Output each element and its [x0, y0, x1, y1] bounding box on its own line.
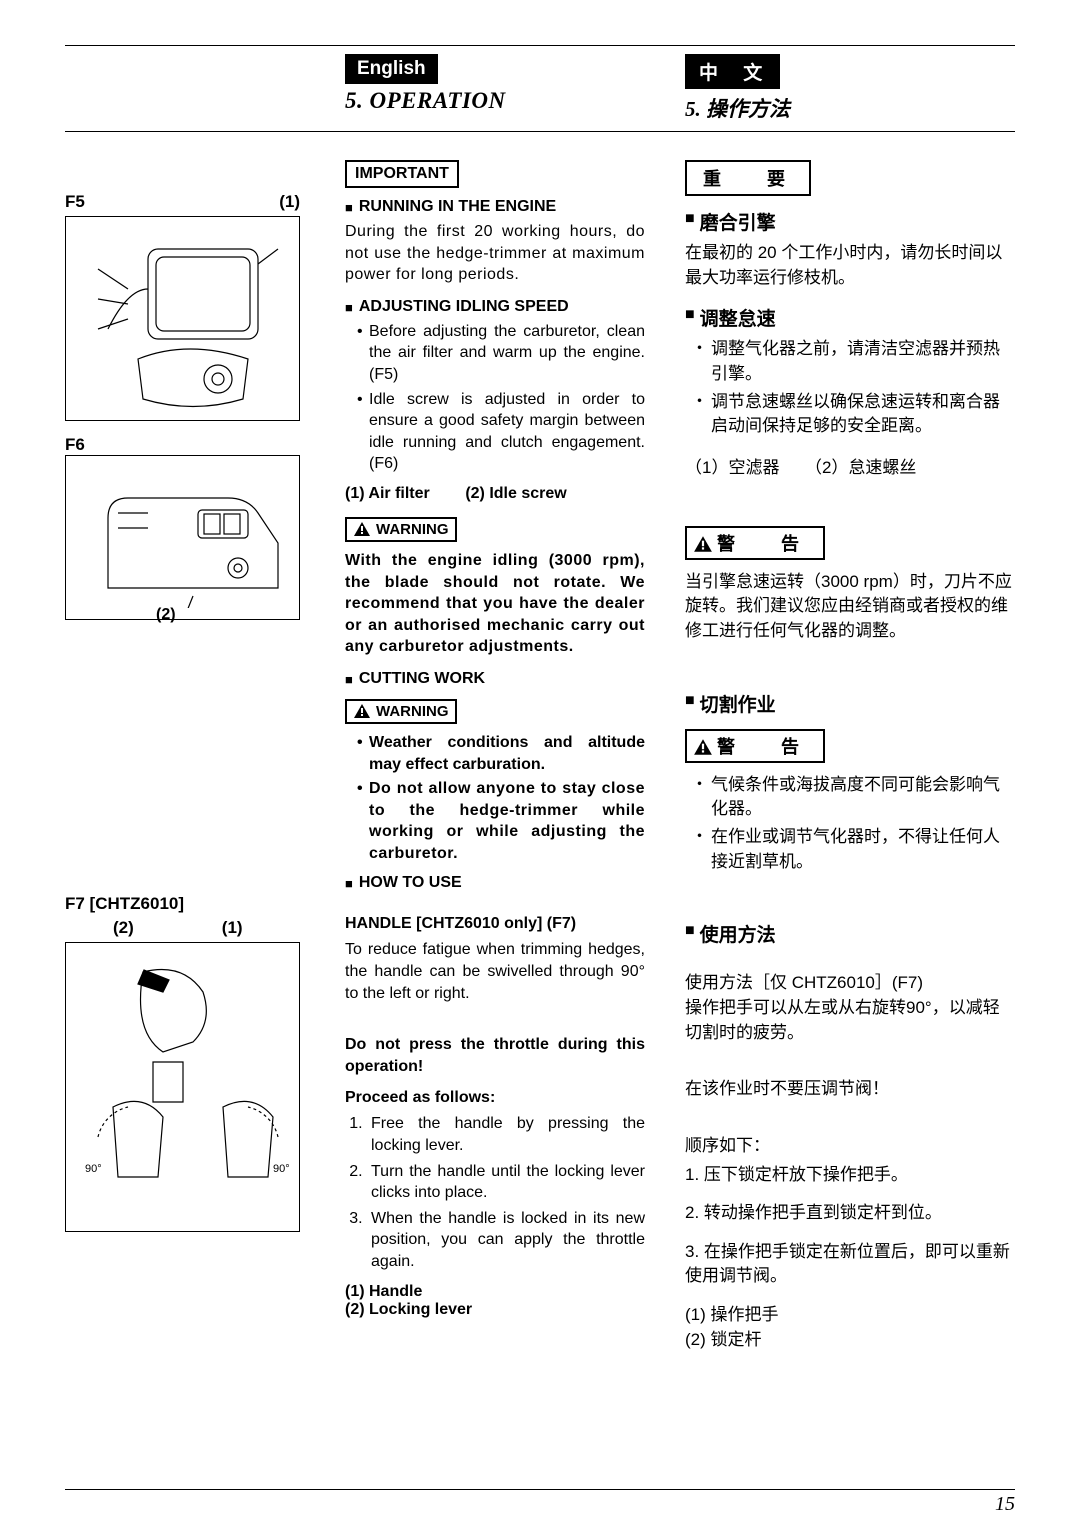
handle-heading-en: HANDLE [CHTZ6010 only] (F7) — [345, 915, 645, 933]
figure-f7-callout-2: (2) — [113, 918, 134, 938]
throttle-warn-cn: 在该作业时不要压调节阀！ — [685, 1077, 1015, 1102]
warning-icon — [353, 521, 371, 537]
figure-f7-callout-1: (1) — [222, 918, 243, 938]
step-2-cn: 2. 转动操作把手直到锁定杆到位。 — [685, 1201, 1015, 1226]
figure-f6-callout-2: (2) — [156, 606, 176, 624]
para-running-en: During the first 20 working hours, do no… — [345, 221, 645, 286]
key-handle-cn: (1) 操作把手 — [685, 1303, 1015, 1328]
key-locking-cn: (2) 锁定杆 — [685, 1328, 1015, 1353]
list-cutting-cn: 气候条件或海拔高度不同可能会影响气化器。 在作业或调节气化器时，不得让任何人接近… — [685, 773, 1015, 875]
proceed-heading-cn: 顺序如下： — [685, 1134, 1015, 1159]
throttle-warn-en: Do not press the throttle during this op… — [345, 1034, 645, 1077]
idling-bullet-1-cn: 调整气化器之前，请清洁空滤器并预热引擎。 — [691, 337, 1015, 386]
page-number: 15 — [995, 1493, 1015, 1516]
heading-idling-en: ADJUSTING IDLING SPEED — [345, 298, 645, 318]
idling-bullet-2: Idle screw is adjusted in order to ensur… — [357, 389, 645, 475]
step-1-en: Free the handle by pressing the locking … — [367, 1113, 645, 1156]
handle-para-en: To reduce fatigue when trimming hedges, … — [345, 939, 645, 1004]
step-3-en: When the handle is locked in its new pos… — [367, 1208, 645, 1273]
figure-f7: 90° 90° — [65, 942, 300, 1232]
figure-label-f5: F5 — [65, 192, 85, 212]
heading-running-en: RUNNING IN THE ENGINE — [345, 198, 645, 218]
warning-box-en-2: WARNING — [345, 699, 457, 724]
key-handle-en: (1) Handle — [345, 1283, 645, 1301]
key-locking-en: (2) Locking lever — [345, 1301, 645, 1319]
figure-label-f6: F6 — [65, 435, 85, 454]
warning-label-cn: 警 告 — [717, 733, 813, 759]
warning-label-en: WARNING — [376, 703, 449, 720]
idling-bullet-1: Before adjusting the carburetor, clean t… — [357, 321, 645, 386]
heading-cutting-cn: 切割作业 — [685, 690, 1015, 717]
howto-p2-cn: 操作把手可以从左或从右旋转90°，以减轻切割时的疲劳。 — [685, 996, 1015, 1045]
keys-air-idle-en: (1) Air filter (2) Idle screw — [345, 485, 645, 503]
warning-box-en-1: WARNING — [345, 517, 457, 542]
warning-icon — [693, 738, 711, 754]
warning-para-en: With the engine idling (3000 rpm), the b… — [345, 550, 645, 658]
list-idling-cn: 调整气化器之前，请清洁空滤器并预热引擎。 调节怠速螺丝以确保怠速运转和离合器启动… — [685, 337, 1015, 439]
warning-icon — [353, 703, 371, 719]
section-title-cn: 5. 操作方法 — [685, 93, 1015, 123]
figure-f5 — [65, 216, 300, 421]
heading-howto-cn: 使用方法 — [685, 920, 1015, 947]
list-idling-en: Before adjusting the carburetor, clean t… — [345, 321, 645, 475]
svg-text:90°: 90° — [85, 1163, 102, 1175]
lang-banner-english: English — [345, 54, 438, 84]
heading-idling-cn: 调整怠速 — [685, 304, 1015, 331]
figure-label-f7: F7 [CHTZ6010] — [65, 894, 184, 914]
important-label-cn: 重 要 — [685, 160, 811, 196]
warning-para-cn: 当引擎怠速运转（3000 rpm）时，刀片不应旋转。我们建议您应由经销商或者授权… — [685, 570, 1015, 644]
step-2-en: Turn the handle until the locking lever … — [367, 1161, 645, 1204]
idling-bullet-2-cn: 调节怠速螺丝以确保怠速运转和离合器启动间保持足够的安全距离。 — [691, 390, 1015, 439]
proceed-heading-en: Proceed as follows: — [345, 1089, 645, 1107]
howto-p1-cn: 使用方法［仅 CHTZ6010］(F7) — [685, 971, 1015, 996]
heading-running-cn: 磨合引擎 — [685, 208, 1015, 235]
lang-banner-chinese: 中 文 — [685, 54, 780, 89]
warning-icon — [693, 535, 711, 551]
cutting-bullet-2-cn: 在作业或调节气化器时，不得让任何人接近割草机。 — [691, 825, 1015, 874]
heading-howto-en: HOW TO USE — [345, 874, 645, 894]
figure-f5-callout-1: (1) — [279, 192, 300, 212]
step-3-cn: 3. 在操作把手锁定在新位置后，即可以重新使用调节阀。 — [685, 1240, 1015, 1289]
warning-label-cn: 警 告 — [717, 530, 813, 556]
proceed-list-en: Free the handle by pressing the locking … — [345, 1113, 645, 1272]
warning-label-en: WARNING — [376, 521, 449, 538]
warning-box-cn-2: 警 告 — [685, 729, 825, 763]
heading-cutting-en: CUTTING WORK — [345, 670, 645, 690]
cutting-bullet-2: Do not allow anyone to stay close to the… — [357, 778, 645, 864]
warning-box-cn-1: 警 告 — [685, 526, 825, 560]
para-running-cn: 在最初的 20 个工作小时内，请勿长时间以最大功率运行修枝机。 — [685, 241, 1015, 290]
keys-air-idle-cn: （1）空滤器 （2）怠速螺丝 — [685, 453, 1015, 478]
cutting-bullet-1: Weather conditions and altitude may effe… — [357, 732, 645, 775]
step-1-cn: 1. 压下锁定杆放下操作把手。 — [685, 1163, 1015, 1188]
figure-f6: (2) — [65, 455, 300, 620]
important-label-en: IMPORTANT — [345, 160, 459, 188]
cutting-bullet-1-cn: 气候条件或海拔高度不同可能会影响气化器。 — [691, 773, 1015, 822]
section-title-en: 5. OPERATION — [345, 88, 645, 114]
svg-text:90°: 90° — [273, 1163, 290, 1175]
list-cutting-en: Weather conditions and altitude may effe… — [345, 732, 645, 865]
